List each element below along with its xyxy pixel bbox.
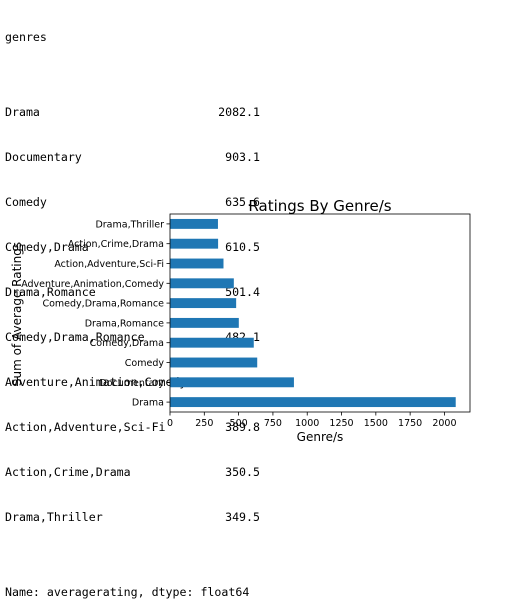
bar: [170, 298, 237, 309]
bar: [170, 278, 234, 289]
y-axis-label: Sum of Average Ratings: [10, 242, 24, 386]
series-row-genre: Documentary: [5, 150, 82, 164]
series-row-value: 350.5: [225, 465, 260, 479]
series-row: Comedy 635.6: [5, 195, 265, 210]
series-row-value: 903.1: [225, 150, 260, 164]
series-row-genre: Drama,Thriller: [5, 510, 103, 524]
series-row-genre: Action,Crime,Drama: [5, 465, 131, 479]
x-tick-label: 1250: [329, 418, 353, 429]
series-row-genre: Adventure,Animation,Comedy: [5, 375, 187, 389]
bar: [170, 397, 456, 408]
series-row: Documentary 903.1: [5, 150, 265, 165]
series-header: genres: [5, 30, 47, 44]
series-row-genre: Action,Adventure,Sci-Fi: [5, 420, 166, 434]
series-row: Drama 2082.1: [5, 105, 265, 120]
x-tick-label: 0: [167, 418, 173, 429]
series-row-genre: Comedy,Drama,Romance: [5, 330, 145, 344]
series-row-genre: Drama: [5, 105, 40, 119]
y-tick-label: Drama,Thriller: [95, 219, 164, 230]
series-row: Drama,Thriller 349.5: [5, 510, 265, 525]
plot-area: Drama Documentary Comedy Comedy,Drama Drama,…: [21, 213, 471, 429]
series-row-value: 501.4: [225, 285, 260, 299]
series-footer: Name: averagerating, dtype: float64: [5, 585, 250, 599]
series-row-value: 389.8: [225, 420, 260, 434]
series-row: Action,Crime,Drama 350.5: [5, 465, 265, 480]
bar: [170, 317, 239, 328]
y-tick-label: Comedy,Drama,Romance: [42, 299, 164, 310]
series-row-value: 349.5: [225, 510, 260, 524]
x-tick-label: 500: [230, 418, 248, 429]
series-row: Action,Adventure,Sci-Fi 389.8: [5, 420, 265, 435]
series-row-value: 610.5: [225, 240, 260, 254]
x-tick-label: 2000: [432, 418, 456, 429]
bar: [170, 238, 219, 249]
series-row-genre: Drama,Romance: [5, 285, 96, 299]
y-tick-label: Comedy,Drama: [90, 338, 164, 349]
series-row-genre: Comedy,Drama: [5, 240, 89, 254]
y-tick-label: Action,Adventure,Sci-Fi: [54, 259, 164, 270]
y-tick-label: Documentary: [99, 378, 164, 389]
y-tick-label: Comedy: [125, 358, 165, 369]
series-row: Drama,Romance 501.4: [5, 285, 265, 300]
x-tick-label: 1500: [364, 418, 388, 429]
x-tick-label: 1750: [398, 418, 422, 429]
series-row-value: 635.6: [225, 195, 260, 209]
y-tick-label: Drama,Romance: [85, 318, 164, 329]
bar: [170, 218, 218, 229]
bar: [170, 357, 258, 368]
bar: [170, 337, 254, 348]
bar: [170, 258, 224, 269]
x-tick-label: 1000: [295, 418, 319, 429]
x-axis-label: Genre/s: [297, 430, 344, 444]
x-tick-label: 750: [264, 418, 282, 429]
series-row-value: 2082.1: [218, 105, 260, 119]
series-row-genre: Comedy: [5, 195, 47, 209]
bar-chart: Ratings By Genre/s Sum of Average Rating…: [10, 197, 471, 444]
bar: [170, 377, 294, 388]
chart-title: Ratings By Genre/s: [248, 197, 391, 215]
series-row: Comedy,Drama 610.5: [5, 240, 265, 255]
y-tick-label: Adventure,Animation,Comedy: [21, 279, 164, 290]
x-tick-label: 250: [195, 418, 213, 429]
y-tick-label: Drama: [132, 398, 164, 409]
plot-frame: [169, 213, 471, 413]
y-tick-label: Action,Crime,Drama: [68, 239, 164, 250]
